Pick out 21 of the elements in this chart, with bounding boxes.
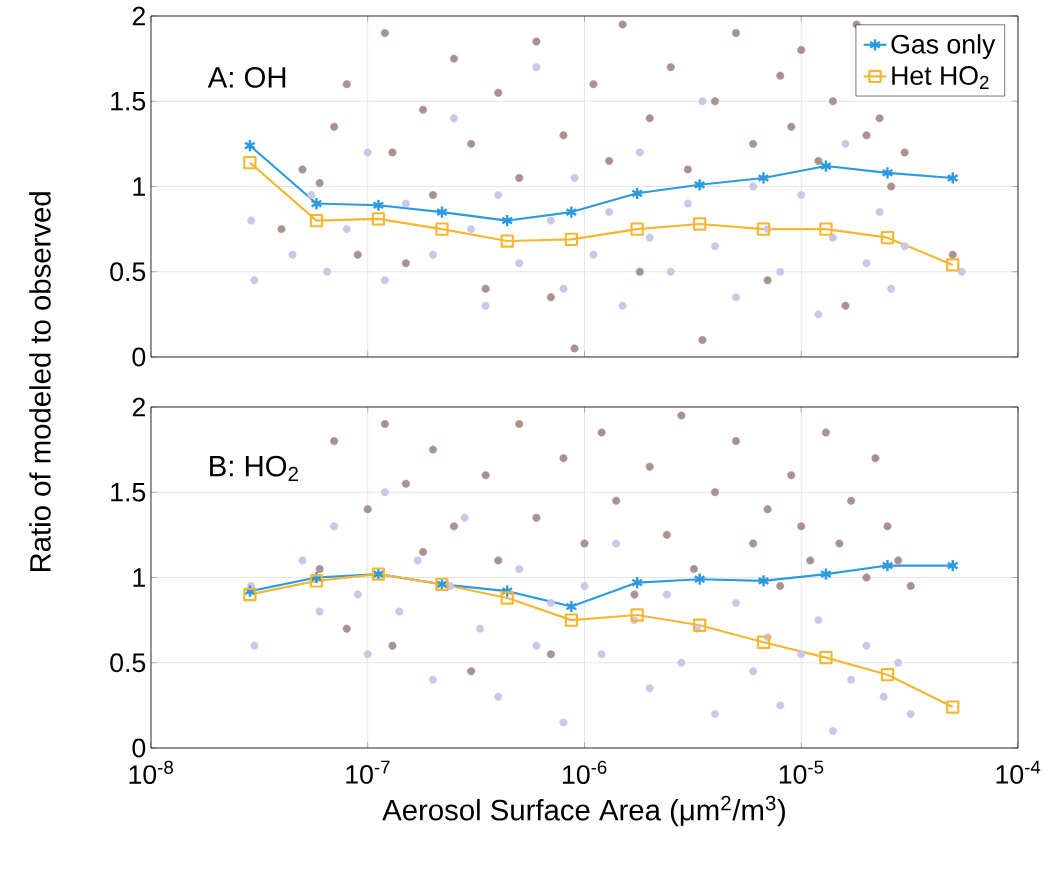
- y-tick-label: 1.5: [111, 482, 146, 502]
- legend-label: Gas only: [891, 34, 996, 59]
- y-tick-label: 0.5: [110, 653, 146, 673]
- annotation: B: HO$_{2}$: [210, 455, 298, 482]
- y-tick-label: 0: [132, 738, 146, 758]
- x-axis-title: Aerosol Surface Area (μm$^{2}$/m$^{3}$): [382, 795, 785, 827]
- y-tick-label: 2: [132, 6, 145, 26]
- legend-label: Het HO$_{2}$: [892, 66, 989, 89]
- y-tick-label: 1: [133, 177, 145, 196]
- y-tick-label: 1: [133, 568, 145, 587]
- x-tick-label: 10$^{-4}$: [996, 760, 1041, 784]
- y-tick-label: 0.5: [110, 262, 146, 282]
- y-tick-label: 1.5: [111, 91, 146, 111]
- annotation: A: OH: [207, 66, 286, 88]
- y-tick-label: 0: [132, 347, 146, 367]
- x-tick-label: 10$^{-6}$: [563, 760, 607, 785]
- x-tick-label: 10$^{-8}$: [129, 760, 173, 785]
- y-axis-title: Ratio of modeled to observed: [29, 192, 51, 572]
- x-tick-label: 10$^{-7}$: [346, 760, 390, 784]
- y-tick-label: 2: [132, 397, 145, 417]
- x-tick-label: 10$^{-5}$: [779, 760, 824, 784]
